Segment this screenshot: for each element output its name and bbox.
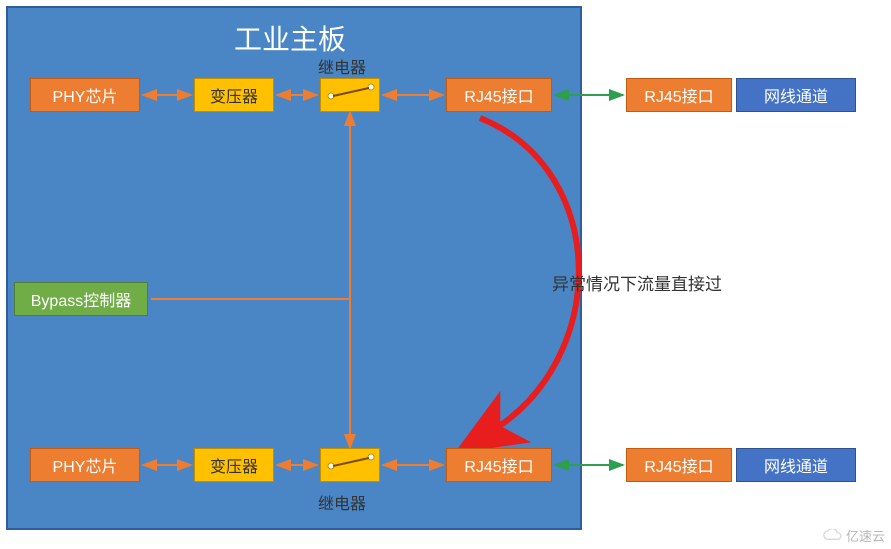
watermark: 亿速云 — [823, 526, 885, 545]
node-trans_top-label: 变压器 — [210, 83, 258, 107]
node-trans_bot-label: 变压器 — [210, 453, 258, 477]
node-trans_bot: 变压器 — [194, 448, 274, 482]
node-phy_top-label: PHY芯片 — [53, 83, 118, 107]
node-cable_top-label: 网线通道 — [764, 83, 828, 107]
node-rj45_in_top: RJ45接口 — [446, 78, 552, 112]
node-phy_bot-label: PHY芯片 — [53, 453, 118, 477]
node-relay_top — [320, 78, 380, 112]
node-phy_bot: PHY芯片 — [30, 448, 140, 482]
node-rj45_out_top: RJ45接口 — [626, 78, 732, 112]
relay-label-bottom: 继电器 — [318, 490, 366, 514]
node-bypass: Bypass控制器 — [14, 282, 148, 316]
relay-label-top: 继电器 — [318, 54, 366, 78]
node-phy_top: PHY芯片 — [30, 78, 140, 112]
relay-switch-icon — [321, 449, 381, 483]
node-cable_bot: 网线通道 — [736, 448, 856, 482]
node-bypass-label: Bypass控制器 — [31, 287, 131, 311]
node-rj45_out_top-label: RJ45接口 — [644, 83, 713, 107]
board-title: 工业主板 — [180, 18, 400, 58]
node-rj45_in_top-label: RJ45接口 — [464, 83, 533, 107]
node-cable_bot-label: 网线通道 — [764, 453, 828, 477]
bypass-annotation: 异常情况下流量直接过 — [552, 270, 722, 295]
node-relay_bot — [320, 448, 380, 482]
watermark-text: 亿速云 — [846, 526, 885, 545]
node-rj45_in_bot-label: RJ45接口 — [464, 453, 533, 477]
relay-switch-icon — [321, 79, 381, 113]
node-rj45_out_bot-label: RJ45接口 — [644, 453, 713, 477]
node-rj45_in_bot: RJ45接口 — [446, 448, 552, 482]
node-rj45_out_bot: RJ45接口 — [626, 448, 732, 482]
node-cable_top: 网线通道 — [736, 78, 856, 112]
node-trans_top: 变压器 — [194, 78, 274, 112]
